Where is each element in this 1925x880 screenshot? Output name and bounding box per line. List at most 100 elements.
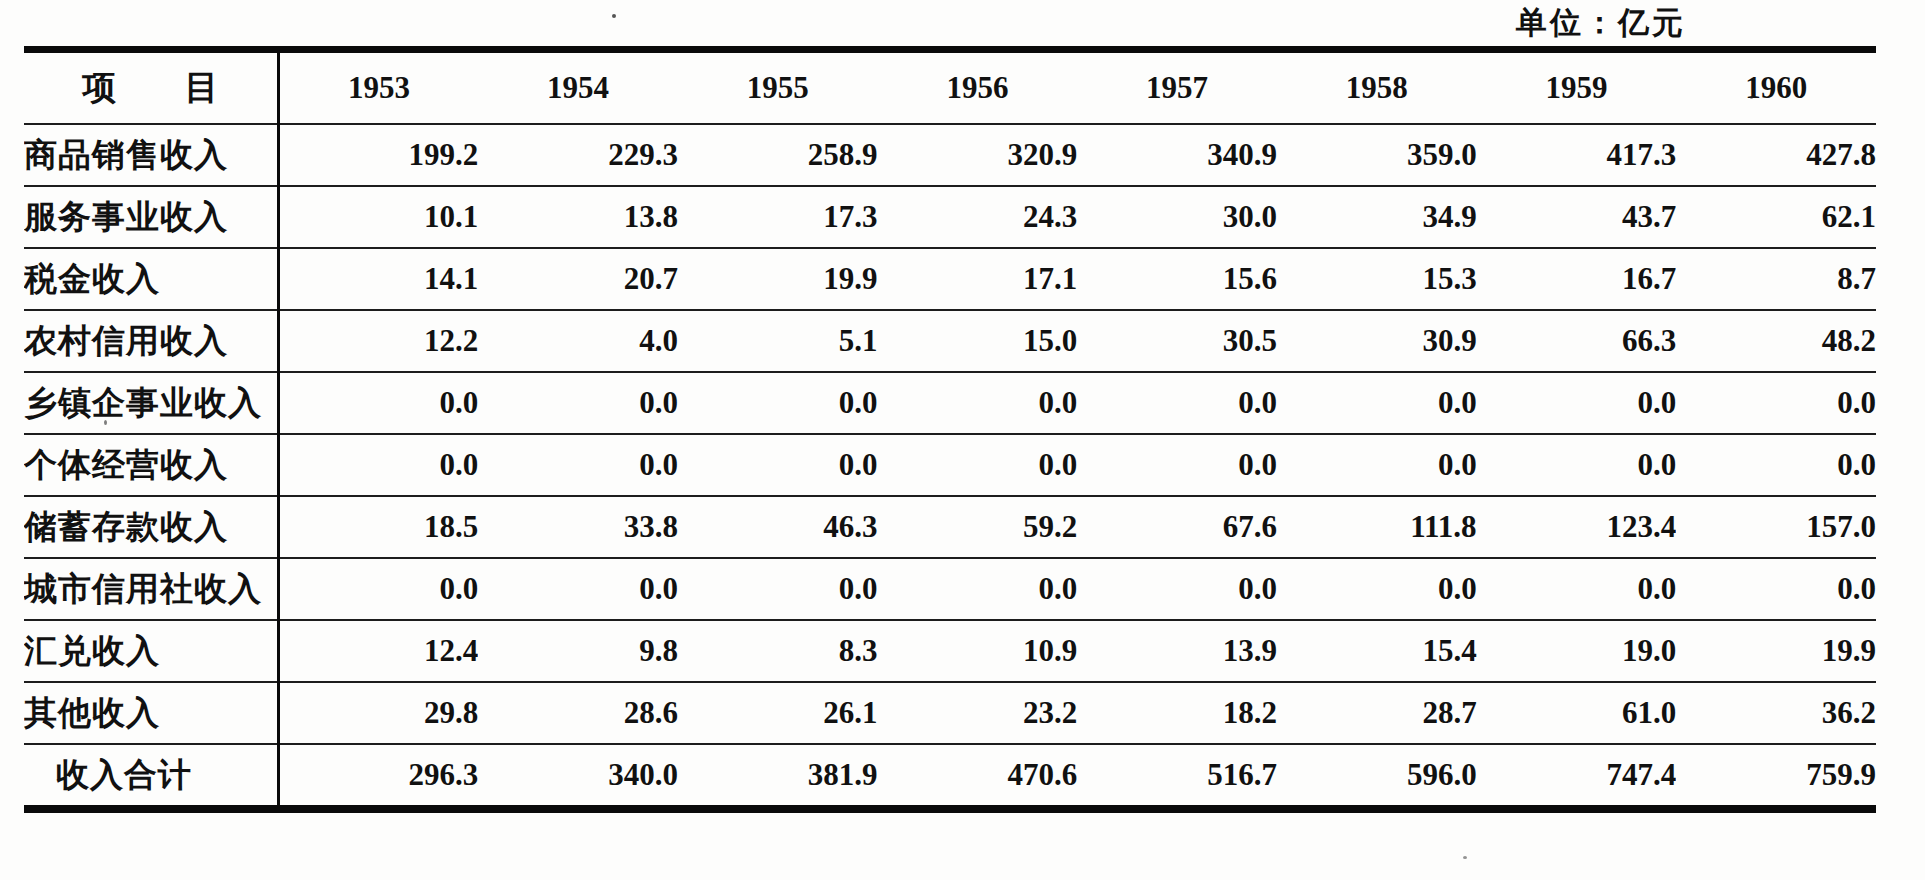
value-cell: 0.0 (1277, 434, 1477, 496)
value-cell: 0.0 (478, 558, 678, 620)
column-header-year: 1954 (478, 50, 678, 125)
row-label: 其他收入 (24, 682, 279, 744)
value-cell: 296.3 (279, 744, 479, 809)
unit-label: 单位：亿元 (1516, 2, 1686, 44)
value-cell: 62.1 (1676, 186, 1876, 248)
scan-speck (1463, 856, 1467, 859)
value-cell: 0.0 (279, 372, 479, 434)
value-cell: 17.1 (878, 248, 1078, 310)
scanned-document-page: 单位：亿元 项 目1953195419551956195719581959196… (0, 0, 1925, 880)
value-cell: 0.0 (678, 434, 878, 496)
value-cell: 20.7 (478, 248, 678, 310)
table-total-row: 收入合计296.3340.0381.9470.6516.7596.0747.47… (24, 744, 1876, 809)
value-cell: 0.0 (878, 434, 1078, 496)
value-cell: 229.3 (478, 124, 678, 186)
value-cell: 43.7 (1477, 186, 1677, 248)
value-cell: 340.9 (1077, 124, 1277, 186)
value-cell: 17.3 (678, 186, 878, 248)
value-cell: 29.8 (279, 682, 479, 744)
value-cell: 0.0 (1676, 558, 1876, 620)
value-cell: 28.6 (478, 682, 678, 744)
value-cell: 12.2 (279, 310, 479, 372)
value-cell: 747.4 (1477, 744, 1677, 809)
column-header-year: 1959 (1477, 50, 1677, 125)
value-cell: 16.7 (1477, 248, 1677, 310)
value-cell: 0.0 (1477, 372, 1677, 434)
value-cell: 30.9 (1277, 310, 1477, 372)
table-row: 商品销售收入199.2229.3258.9320.9340.9359.0417.… (24, 124, 1876, 186)
value-cell: 15.4 (1277, 620, 1477, 682)
value-cell: 0.0 (678, 558, 878, 620)
value-cell: 759.9 (1676, 744, 1876, 809)
value-cell: 427.8 (1676, 124, 1876, 186)
value-cell: 9.8 (478, 620, 678, 682)
table-row: 税金收入14.120.719.917.115.615.316.78.7 (24, 248, 1876, 310)
value-cell: 0.0 (478, 434, 678, 496)
value-cell: 15.6 (1077, 248, 1277, 310)
value-cell: 61.0 (1477, 682, 1677, 744)
value-cell: 359.0 (1277, 124, 1477, 186)
header-row: 项 目19531954195519561957195819591960 (24, 50, 1876, 125)
value-cell: 0.0 (1477, 434, 1677, 496)
row-label: 个体经营收入 (24, 434, 279, 496)
value-cell: 0.0 (1676, 372, 1876, 434)
value-cell: 19.9 (678, 248, 878, 310)
value-cell: 199.2 (279, 124, 479, 186)
value-cell: 596.0 (1277, 744, 1477, 809)
value-cell: 19.0 (1477, 620, 1677, 682)
column-header-year: 1957 (1077, 50, 1277, 125)
table-row: 农村信用收入12.24.05.115.030.530.966.348.2 (24, 310, 1876, 372)
table-row: 服务事业收入10.113.817.324.330.034.943.762.1 (24, 186, 1876, 248)
value-cell: 8.3 (678, 620, 878, 682)
value-cell: 30.5 (1077, 310, 1277, 372)
value-cell: 0.0 (678, 372, 878, 434)
value-cell: 28.7 (1277, 682, 1477, 744)
value-cell: 0.0 (1477, 558, 1677, 620)
value-cell: 67.6 (1077, 496, 1277, 558)
value-cell: 33.8 (478, 496, 678, 558)
value-cell: 13.9 (1077, 620, 1277, 682)
value-cell: 320.9 (878, 124, 1078, 186)
value-cell: 18.5 (279, 496, 479, 558)
value-cell: 13.8 (478, 186, 678, 248)
row-label: 储蓄存款收入 (24, 496, 279, 558)
value-cell: 26.1 (678, 682, 878, 744)
scan-speck (612, 14, 616, 18)
row-label: 收入合计 (24, 744, 279, 809)
column-header-year: 1955 (678, 50, 878, 125)
value-cell: 46.3 (678, 496, 878, 558)
table-row: 汇兑收入12.49.88.310.913.915.419.019.9 (24, 620, 1876, 682)
value-cell: 0.0 (1077, 372, 1277, 434)
value-cell: 48.2 (1676, 310, 1876, 372)
value-cell: 111.8 (1277, 496, 1477, 558)
value-cell: 0.0 (279, 558, 479, 620)
row-label: 农村信用收入 (24, 310, 279, 372)
value-cell: 10.9 (878, 620, 1078, 682)
value-cell: 15.0 (878, 310, 1078, 372)
value-cell: 34.9 (1277, 186, 1477, 248)
value-cell: 19.9 (1676, 620, 1876, 682)
value-cell: 0.0 (279, 434, 479, 496)
row-label: 商品销售收入 (24, 124, 279, 186)
value-cell: 0.0 (1277, 558, 1477, 620)
value-cell: 5.1 (678, 310, 878, 372)
value-cell: 0.0 (1077, 434, 1277, 496)
column-header-year: 1956 (878, 50, 1078, 125)
value-cell: 0.0 (478, 372, 678, 434)
income-table-body: 商品销售收入199.2229.3258.9320.9340.9359.0417.… (24, 124, 1876, 809)
row-label: 汇兑收入 (24, 620, 279, 682)
value-cell: 516.7 (1077, 744, 1277, 809)
value-cell: 15.3 (1277, 248, 1477, 310)
value-cell: 381.9 (678, 744, 878, 809)
value-cell: 123.4 (1477, 496, 1677, 558)
value-cell: 0.0 (878, 558, 1078, 620)
scan-speck (104, 420, 107, 425)
value-cell: 8.7 (1676, 248, 1876, 310)
value-cell: 14.1 (279, 248, 479, 310)
value-cell: 66.3 (1477, 310, 1677, 372)
table-row: 储蓄存款收入18.533.846.359.267.6111.8123.4157.… (24, 496, 1876, 558)
row-label: 城市信用社收入 (24, 558, 279, 620)
value-cell: 36.2 (1676, 682, 1876, 744)
column-header-item: 项 目 (24, 50, 279, 125)
value-cell: 417.3 (1477, 124, 1677, 186)
